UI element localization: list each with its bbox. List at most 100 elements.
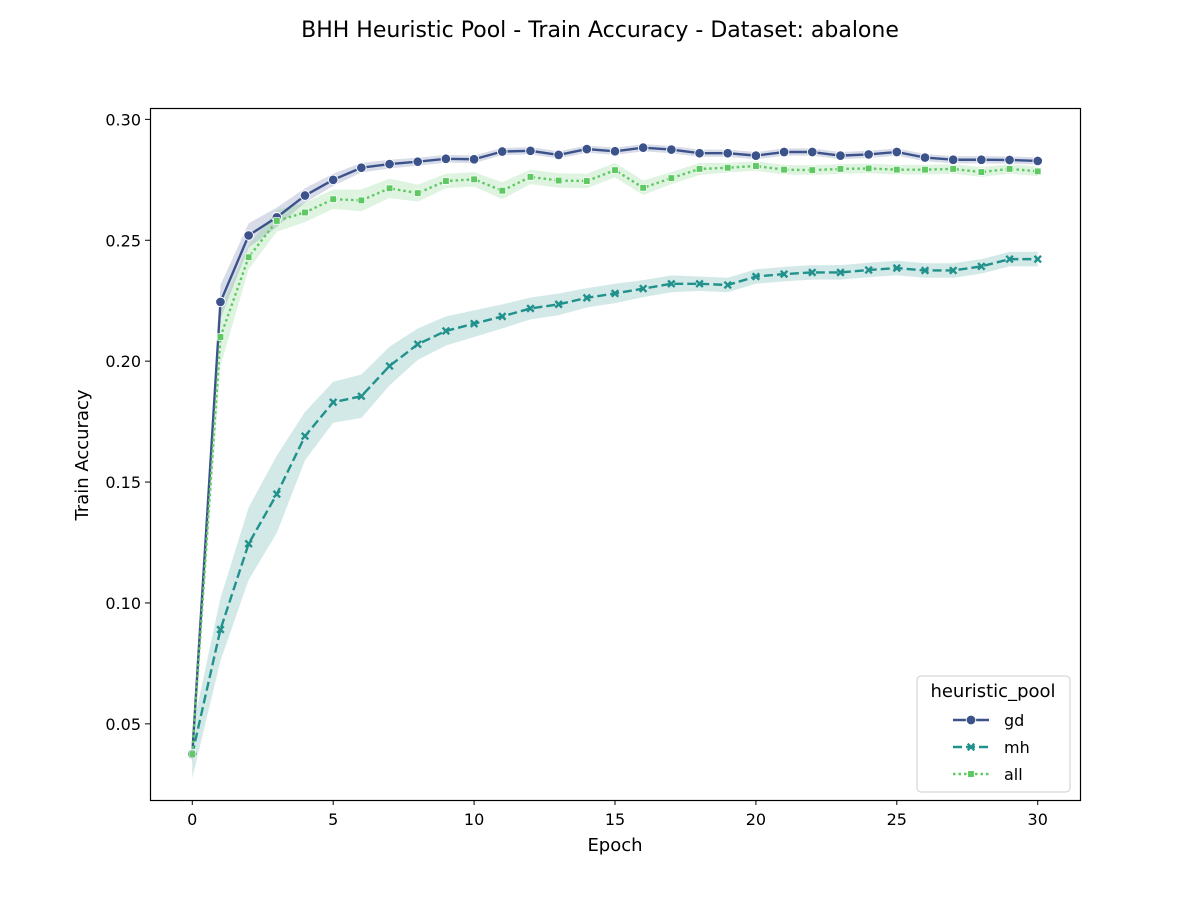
- confidence-bands: [192, 144, 1038, 779]
- legend-entries: gd mh all: [953, 711, 1030, 784]
- point-all-10: [470, 175, 478, 183]
- point-gd-21: [778, 146, 790, 158]
- y-tick-label: 0.10: [105, 594, 141, 613]
- point-mh-5: [329, 398, 338, 407]
- point-all-26: [921, 166, 929, 174]
- point-mh-6: [357, 392, 366, 401]
- point-mh-9: [441, 326, 451, 336]
- point-gd-22: [807, 146, 818, 158]
- x-tick-label: 5: [328, 810, 338, 829]
- legend: heuristic_pool gd mh all: [916, 675, 1071, 793]
- point-mh-8: [413, 340, 422, 349]
- point-gd-4: [299, 190, 311, 201]
- point-mh-25: [892, 263, 901, 273]
- point-mh-27: [949, 266, 958, 275]
- x-axis-label: Epoch: [587, 835, 642, 856]
- point-gd-17: [666, 144, 677, 155]
- point-mh-28: [977, 262, 986, 271]
- legend-title: heuristic_pool: [930, 681, 1055, 702]
- x-tick-label: 30: [1028, 810, 1048, 829]
- point-all-4: [301, 208, 309, 217]
- x-tick-label: 0: [187, 810, 197, 829]
- point-mh-29: [1005, 254, 1014, 264]
- point-all-8: [414, 189, 422, 197]
- point-mh-4: [300, 431, 310, 441]
- point-gd-8: [412, 156, 423, 167]
- point-gd-5: [327, 174, 339, 186]
- point-gd-29: [1004, 154, 1015, 166]
- x-tick-label: 15: [605, 810, 625, 829]
- point-all-13: [554, 176, 563, 185]
- legend-marker-mh: [966, 742, 976, 752]
- point-mh-7: [385, 361, 394, 371]
- y-axis-label: Train Accuracy: [72, 389, 93, 521]
- series-markers: [187, 142, 1043, 760]
- point-gd-18: [694, 147, 705, 159]
- point-all-12: [526, 173, 535, 181]
- point-gd-2: [243, 230, 254, 241]
- y-tick-label: 0.15: [105, 473, 141, 492]
- series-lines: [191, 146, 1038, 755]
- point-gd-9: [440, 153, 452, 165]
- point-gd-13: [553, 149, 564, 161]
- point-mh-10: [469, 319, 479, 328]
- point-all-7: [385, 184, 394, 192]
- point-mh-3: [272, 489, 281, 499]
- point-mh-24: [864, 265, 873, 275]
- legend-label-all: all: [1004, 765, 1023, 784]
- point-mh-14: [582, 293, 591, 302]
- point-all-25: [893, 166, 901, 174]
- point-gd-1: [215, 296, 226, 308]
- point-gd-19: [722, 147, 733, 159]
- point-all-15: [611, 166, 619, 174]
- point-all-19: [724, 164, 732, 172]
- point-all-20: [752, 162, 760, 170]
- band-all: [192, 161, 1038, 767]
- point-all-6: [357, 196, 366, 205]
- point-gd-14: [581, 143, 593, 155]
- chart-title: BHH Heuristic Pool - Train Accuracy - Da…: [301, 18, 899, 43]
- y-tick-label: 0.05: [105, 715, 141, 734]
- point-gd-23: [835, 150, 846, 161]
- legend-marker-gd: [965, 714, 977, 726]
- point-mh-18: [695, 279, 704, 288]
- legend-label-gd: gd: [1004, 711, 1024, 730]
- band-mh: [192, 251, 1038, 779]
- point-all-27: [949, 165, 957, 173]
- x-tick-label: 20: [746, 810, 766, 829]
- point-gd-27: [947, 154, 959, 165]
- point-mh-15: [610, 289, 620, 298]
- point-mh-12: [526, 304, 535, 313]
- point-gd-11: [497, 146, 508, 157]
- point-all-23: [836, 165, 845, 173]
- point-all-24: [864, 164, 873, 173]
- point-all-21: [780, 166, 788, 174]
- point-mh-19: [723, 280, 732, 290]
- x-tick-label: 10: [464, 810, 484, 829]
- band-gd: [192, 144, 1038, 764]
- point-all-22: [808, 166, 816, 174]
- y-tick-label: 0.20: [105, 352, 141, 371]
- point-gd-10: [468, 154, 480, 165]
- point-gd-26: [919, 152, 931, 163]
- point-all-30: [1034, 167, 1042, 175]
- point-mh-26: [920, 266, 930, 275]
- y-tick-label: 0.25: [105, 231, 141, 250]
- legend-marker-all: [967, 770, 975, 778]
- point-gd-25: [891, 146, 903, 158]
- point-all-14: [583, 177, 591, 185]
- point-all-1: [216, 333, 225, 341]
- point-all-0: [188, 750, 196, 758]
- point-gd-16: [637, 142, 649, 153]
- point-mh-20: [751, 272, 761, 281]
- point-gd-15: [609, 146, 621, 157]
- point-all-16: [639, 184, 647, 192]
- x-tick-label: 25: [887, 810, 907, 829]
- point-all-18: [695, 165, 704, 173]
- point-mh-23: [836, 268, 845, 277]
- point-gd-6: [356, 162, 367, 173]
- point-gd-7: [384, 158, 395, 170]
- y-tick-label: 0.30: [105, 110, 141, 129]
- point-gd-30: [1032, 155, 1043, 167]
- point-mh-2: [244, 539, 253, 548]
